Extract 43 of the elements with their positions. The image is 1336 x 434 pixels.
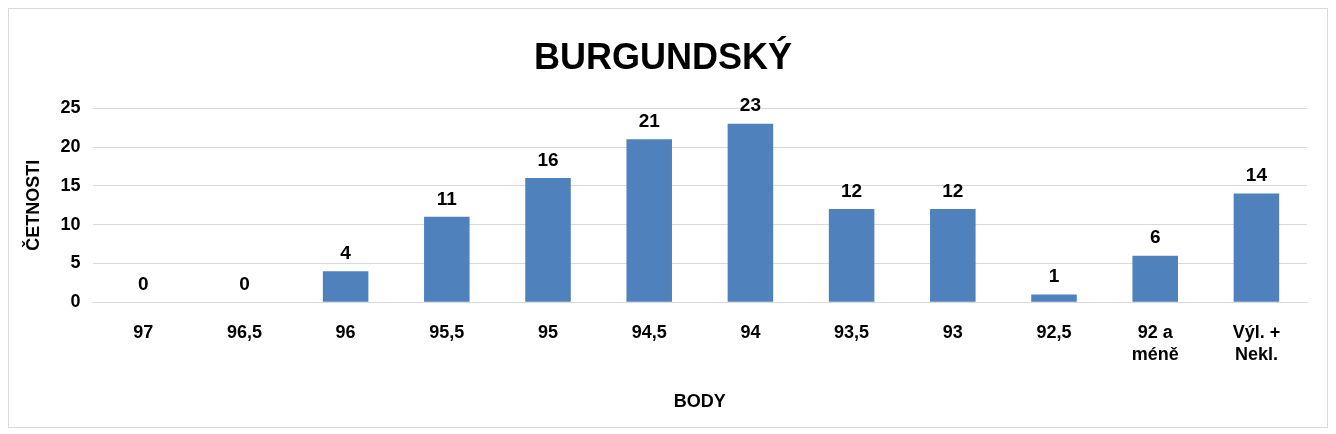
bar — [727, 123, 774, 302]
x-tick-label: 94 — [740, 321, 761, 342]
data-label: 16 — [537, 148, 559, 170]
data-label: 12 — [942, 179, 964, 201]
x-tick-label: 97 — [133, 321, 154, 342]
data-label: 12 — [841, 179, 863, 201]
x-tick-label: 96 — [335, 321, 356, 342]
bar — [1031, 294, 1077, 302]
bar — [525, 178, 571, 302]
y-axis-title: ČETNOSTI — [21, 159, 43, 251]
x-tick-label: 95,5 — [429, 321, 465, 342]
y-tick-label: 5 — [70, 252, 81, 273]
x-tick-label: 95 — [538, 321, 559, 342]
y-tick-label: 0 — [70, 291, 81, 312]
x-tick-label: 92 a méně — [1131, 321, 1179, 364]
x-tick-label: 94,5 — [631, 321, 667, 342]
data-label: 6 — [1149, 226, 1161, 248]
bar — [930, 209, 976, 302]
bar — [828, 209, 875, 302]
bar — [322, 271, 369, 302]
y-tick-label: 20 — [60, 135, 81, 156]
data-label: 1 — [1048, 265, 1060, 287]
data-label: 23 — [739, 94, 761, 116]
bar — [424, 216, 470, 302]
chart-title: BURGUNDSKÝ — [533, 35, 793, 77]
x-tick-label: 93 — [942, 321, 963, 342]
data-label: 11 — [436, 187, 458, 209]
x-tick-label: 93,5 — [834, 321, 870, 342]
bar — [1132, 255, 1178, 302]
y-tick-label: 10 — [60, 213, 81, 234]
data-label: 0 — [137, 272, 149, 294]
x-tick-label: 92,5 — [1036, 321, 1072, 342]
y-tick-label: 15 — [60, 174, 81, 195]
bar — [1233, 193, 1280, 302]
x-tick-label: Výl. + Nekl. — [1232, 321, 1281, 364]
x-tick-label: 96,5 — [226, 321, 262, 342]
data-label: 0 — [239, 272, 250, 294]
y-tick-label: 25 — [60, 97, 81, 118]
data-label: 4 — [340, 241, 352, 263]
bar — [626, 139, 672, 302]
data-label: 21 — [638, 109, 661, 131]
x-axis-title: BODY — [673, 391, 726, 412]
data-label: 14 — [1245, 164, 1268, 186]
